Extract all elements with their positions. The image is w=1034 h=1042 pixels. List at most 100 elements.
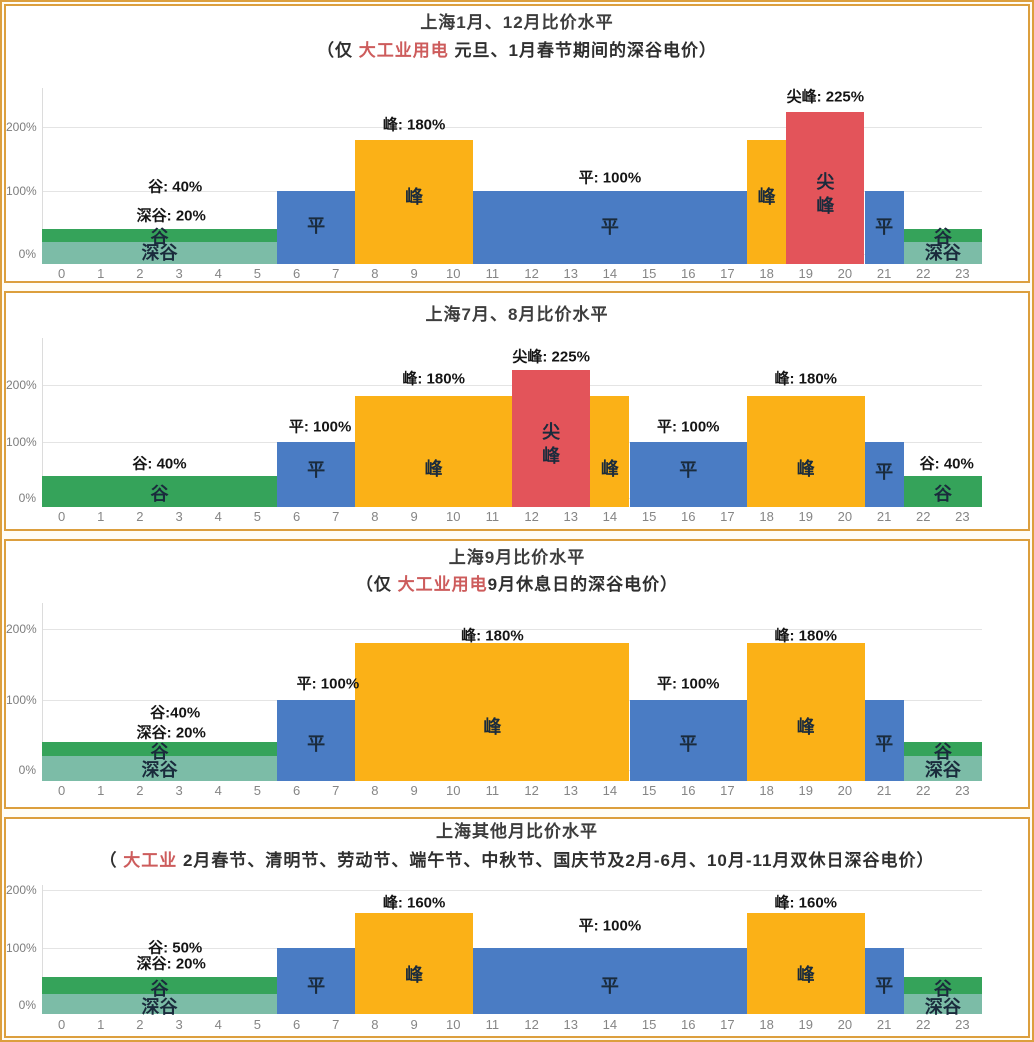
bar-segment-peak bbox=[355, 913, 473, 1014]
y-tick-label: 200% bbox=[6, 883, 37, 898]
x-tick-label: 21 bbox=[876, 266, 892, 281]
x-tick-label: 17 bbox=[720, 509, 735, 524]
annotation-label: 谷: 40% bbox=[132, 455, 187, 473]
x-tick-label: 6 bbox=[292, 266, 301, 281]
bar-segment-peak bbox=[747, 140, 787, 264]
x-tick-label: 16 bbox=[681, 1017, 696, 1032]
bar-label: 平 bbox=[679, 460, 698, 480]
annotation-label: 谷: 40% bbox=[919, 455, 974, 473]
x-tick-label: 2 bbox=[136, 1017, 144, 1032]
bar-label: 平 bbox=[600, 216, 619, 237]
x-tick-label: 13 bbox=[563, 783, 578, 798]
x-tick-label: 15 bbox=[641, 783, 657, 798]
x-tick-label: 12 bbox=[524, 509, 539, 524]
x-tick-label: 8 bbox=[371, 266, 379, 281]
x-tick-label: 22 bbox=[916, 783, 931, 798]
x-tick-label: 2 bbox=[136, 266, 144, 281]
x-tick-label: 5 bbox=[253, 266, 262, 281]
x-tick-label: 8 bbox=[371, 1017, 379, 1032]
x-tick-label: 10 bbox=[446, 783, 461, 798]
x-tick-label: 2 bbox=[136, 509, 144, 524]
y-axis-line bbox=[42, 885, 43, 1014]
x-tick-label: 0 bbox=[57, 1017, 66, 1032]
x-tick-label: 21 bbox=[876, 509, 892, 524]
x-tick-label: 11 bbox=[485, 783, 500, 798]
x-tick-label: 6 bbox=[292, 509, 301, 524]
annotation-label: 平: 100% bbox=[296, 675, 360, 693]
annotation-label: 峰: 180% bbox=[774, 627, 838, 645]
chart-panel-other-months: 上海其他月比价水平 （ 大工业 2月春节、清明节、劳动节、端午节、中秋节、国庆节及… bbox=[4, 817, 1030, 1038]
y-tick-label: 0% bbox=[18, 763, 36, 778]
deep-valley-band bbox=[42, 241, 277, 264]
x-tick-label: 17 bbox=[720, 1017, 735, 1032]
chart-panel-jan-dec: 上海1月、12月比价水平 （仅 大工业用电 元旦、1月春节期间的深谷电价） 0% 10… bbox=[4, 4, 1030, 283]
annotation-label: 深谷: 20% bbox=[136, 955, 206, 973]
bar-label: 谷 bbox=[150, 742, 169, 763]
x-tick-label: 12 bbox=[524, 783, 539, 798]
panel-title: 上海其他月比价水平 bbox=[436, 822, 598, 841]
y-axis-line bbox=[42, 88, 43, 264]
bar-label: 尖峰 bbox=[816, 172, 835, 217]
chart-panel-jul-aug: 上海7月、8月比价水平 0% 100% 200% 谷 平 峰 尖峰峰 平 峰 平谷 谷: 40% 平: … bbox=[4, 291, 1030, 531]
annotation-label: 峰: 180% bbox=[774, 370, 838, 388]
annotation-label: 峰: 180% bbox=[402, 370, 465, 388]
x-tick-label: 9 bbox=[410, 509, 418, 524]
x-tick-label: 15 bbox=[641, 509, 657, 524]
bar-label: 峰 bbox=[405, 964, 424, 985]
y-tick-label: 0% bbox=[18, 247, 36, 262]
x-tick-label: 18 bbox=[759, 266, 774, 281]
subtitle-text: （仅 bbox=[317, 41, 359, 60]
bar-segment-flat bbox=[472, 190, 747, 264]
x-tick-label: 14 bbox=[602, 783, 618, 798]
x-tick-label: 2 bbox=[136, 783, 144, 798]
panel-subtitle: （仅 大工业用电9月休息日的深谷电价） bbox=[6, 575, 1028, 595]
x-tick-label: 14 bbox=[602, 509, 618, 524]
x-tick-label: 16 bbox=[681, 266, 696, 281]
bar-segment-sharp bbox=[512, 370, 591, 507]
bar-segment-flat bbox=[472, 947, 747, 1014]
x-tick-label: 19 bbox=[798, 509, 813, 524]
bar-label: 平 bbox=[679, 733, 698, 754]
subtitle-text: 元旦、1月春节期间的深谷电价） bbox=[448, 41, 717, 60]
y-axis-line bbox=[42, 603, 43, 781]
x-tick-label: 6 bbox=[292, 1017, 301, 1032]
annotation-label: 峰: 160% bbox=[774, 894, 838, 912]
x-tick-label: 13 bbox=[563, 509, 578, 524]
x-tick-label: 14 bbox=[602, 266, 618, 281]
bar-segment-flat bbox=[629, 441, 747, 507]
panel-title: 上海1月、12月比价水平 bbox=[420, 13, 614, 32]
x-tick-label: 8 bbox=[371, 509, 379, 524]
annotation-label: 平: 100% bbox=[656, 418, 720, 436]
bar-label: 峰 bbox=[757, 187, 776, 208]
gridline-200% bbox=[42, 127, 982, 128]
subtitle-text: 2月春节、清明节、劳动节、端午节、中秋节、国庆节及2月-6月、10月-11月双休… bbox=[177, 851, 935, 870]
x-tick-label: 0 bbox=[57, 783, 66, 798]
x-tick-label: 6 bbox=[292, 783, 301, 798]
x-tick-label: 3 bbox=[175, 783, 183, 798]
x-tick-label: 3 bbox=[175, 509, 183, 524]
bar-label: 峰 bbox=[600, 458, 619, 479]
gridline-200% bbox=[42, 890, 982, 891]
x-tick-label: 1 bbox=[97, 1017, 105, 1032]
bar-segment-flat bbox=[864, 947, 904, 1014]
x-tick-label: 1 bbox=[97, 266, 105, 281]
x-tick-label: 17 bbox=[720, 266, 735, 281]
x-tick-label: 19 bbox=[798, 1017, 813, 1032]
x-tick-label: 21 bbox=[876, 1017, 892, 1032]
y-tick-label: 0% bbox=[18, 491, 36, 506]
bar-segment-valley bbox=[903, 475, 982, 507]
bar-segment-peak bbox=[355, 140, 473, 264]
gridline-200% bbox=[42, 629, 982, 630]
bar-segment-peak bbox=[747, 396, 865, 507]
x-tick-label: 5 bbox=[253, 1017, 262, 1032]
x-tick-label: 13 bbox=[563, 1017, 578, 1032]
bar-label: 峰 bbox=[483, 716, 502, 737]
subtitle-text: 9月休息日的深谷电价） bbox=[487, 575, 679, 594]
bar-segment-flat bbox=[864, 699, 904, 781]
x-tick-label: 19 bbox=[798, 783, 813, 798]
panel-title: 上海9月比价水平 bbox=[448, 548, 586, 567]
x-tick-label: 9 bbox=[410, 783, 418, 798]
bar-label: 峰 bbox=[424, 458, 443, 479]
x-tick-label: 22 bbox=[916, 509, 931, 524]
bar-label: 尖峰 bbox=[542, 422, 561, 467]
